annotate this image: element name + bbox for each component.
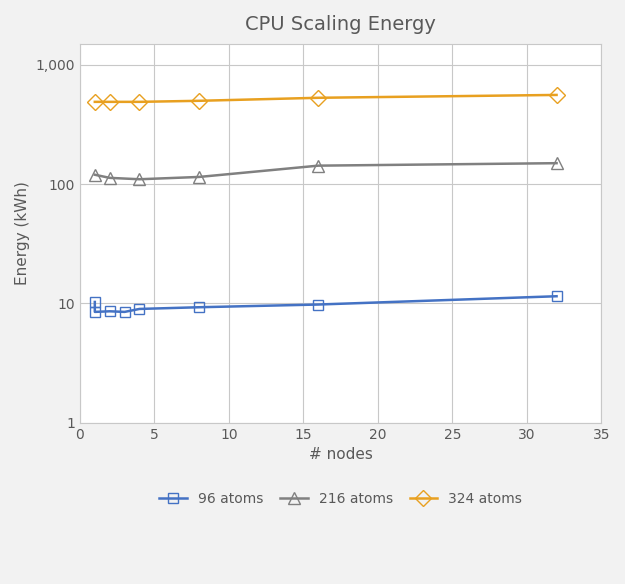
324 atoms xyxy=(106,98,114,105)
216 atoms xyxy=(196,173,203,180)
216 atoms xyxy=(136,176,143,183)
216 atoms xyxy=(553,159,561,166)
216 atoms xyxy=(91,171,99,178)
96 atoms xyxy=(91,308,99,315)
96 atoms xyxy=(196,304,203,311)
96 atoms xyxy=(106,308,114,315)
96 atoms xyxy=(136,305,143,312)
324 atoms xyxy=(553,92,561,99)
324 atoms xyxy=(314,94,322,101)
324 atoms xyxy=(136,98,143,105)
96 atoms xyxy=(314,301,322,308)
Line: 216 atoms: 216 atoms xyxy=(89,158,562,185)
Line: 324 atoms: 324 atoms xyxy=(89,89,562,107)
324 atoms xyxy=(91,98,99,105)
324 atoms xyxy=(196,98,203,105)
96 atoms xyxy=(121,308,128,315)
X-axis label: # nodes: # nodes xyxy=(309,447,372,462)
Y-axis label: Energy (kWh): Energy (kWh) xyxy=(15,182,30,285)
96 atoms xyxy=(553,293,561,300)
Line: 96 atoms: 96 atoms xyxy=(90,291,561,317)
Legend: 96 atoms, 216 atoms, 324 atoms: 96 atoms, 216 atoms, 324 atoms xyxy=(153,486,528,512)
216 atoms xyxy=(106,175,114,182)
96 atoms xyxy=(91,298,99,305)
Title: CPU Scaling Energy: CPU Scaling Energy xyxy=(245,15,436,34)
216 atoms xyxy=(314,162,322,169)
